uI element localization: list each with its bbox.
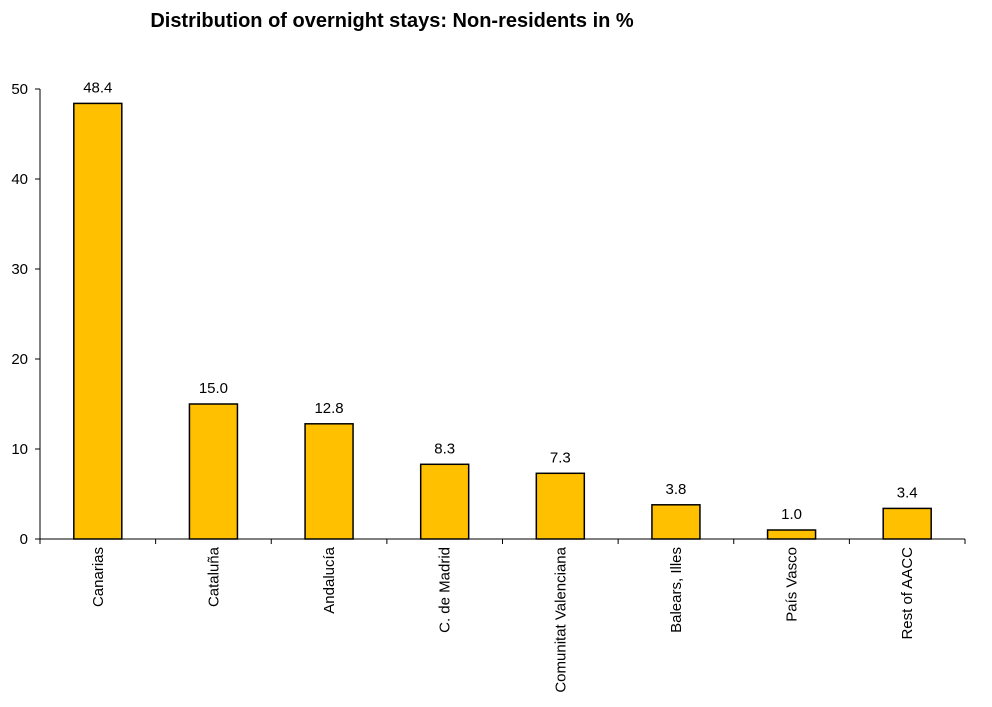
category-label: Balears, Illes (668, 547, 685, 633)
category-label: Canarias (90, 547, 107, 607)
bar (535, 472, 586, 540)
y-tick-label: 0 (20, 531, 28, 548)
bar (766, 529, 817, 540)
data-label: 3.4 (897, 484, 918, 501)
chart-title: Distribution of overnight stays: Non-res… (150, 10, 634, 32)
category-label: Cataluña (205, 546, 222, 607)
y-tick-label: 50 (11, 81, 28, 98)
bar (73, 102, 123, 540)
data-label: 3.8 (666, 481, 687, 498)
y-tick-label: 20 (11, 351, 28, 368)
y-tick-label: 10 (11, 441, 28, 458)
bar (651, 504, 701, 540)
bar (882, 507, 932, 540)
data-label: 15.0 (199, 380, 228, 397)
bar (188, 403, 239, 540)
category-label: País Vasco (784, 547, 801, 622)
category-label: Andalucía (321, 546, 338, 613)
data-label: 7.3 (550, 449, 571, 466)
y-tick-label: 30 (11, 261, 28, 278)
bar (419, 463, 470, 540)
category-label: Comunitat Valenciana (552, 546, 569, 692)
data-label: 48.4 (83, 79, 112, 96)
data-label: 12.8 (314, 400, 343, 417)
category-label: C. de Madrid (437, 547, 454, 633)
data-label: 1.0 (781, 506, 802, 523)
data-label: 8.3 (434, 440, 455, 457)
y-tick-label: 40 (11, 171, 28, 188)
category-label: Rest of AACC (899, 547, 916, 640)
bar (304, 423, 354, 540)
